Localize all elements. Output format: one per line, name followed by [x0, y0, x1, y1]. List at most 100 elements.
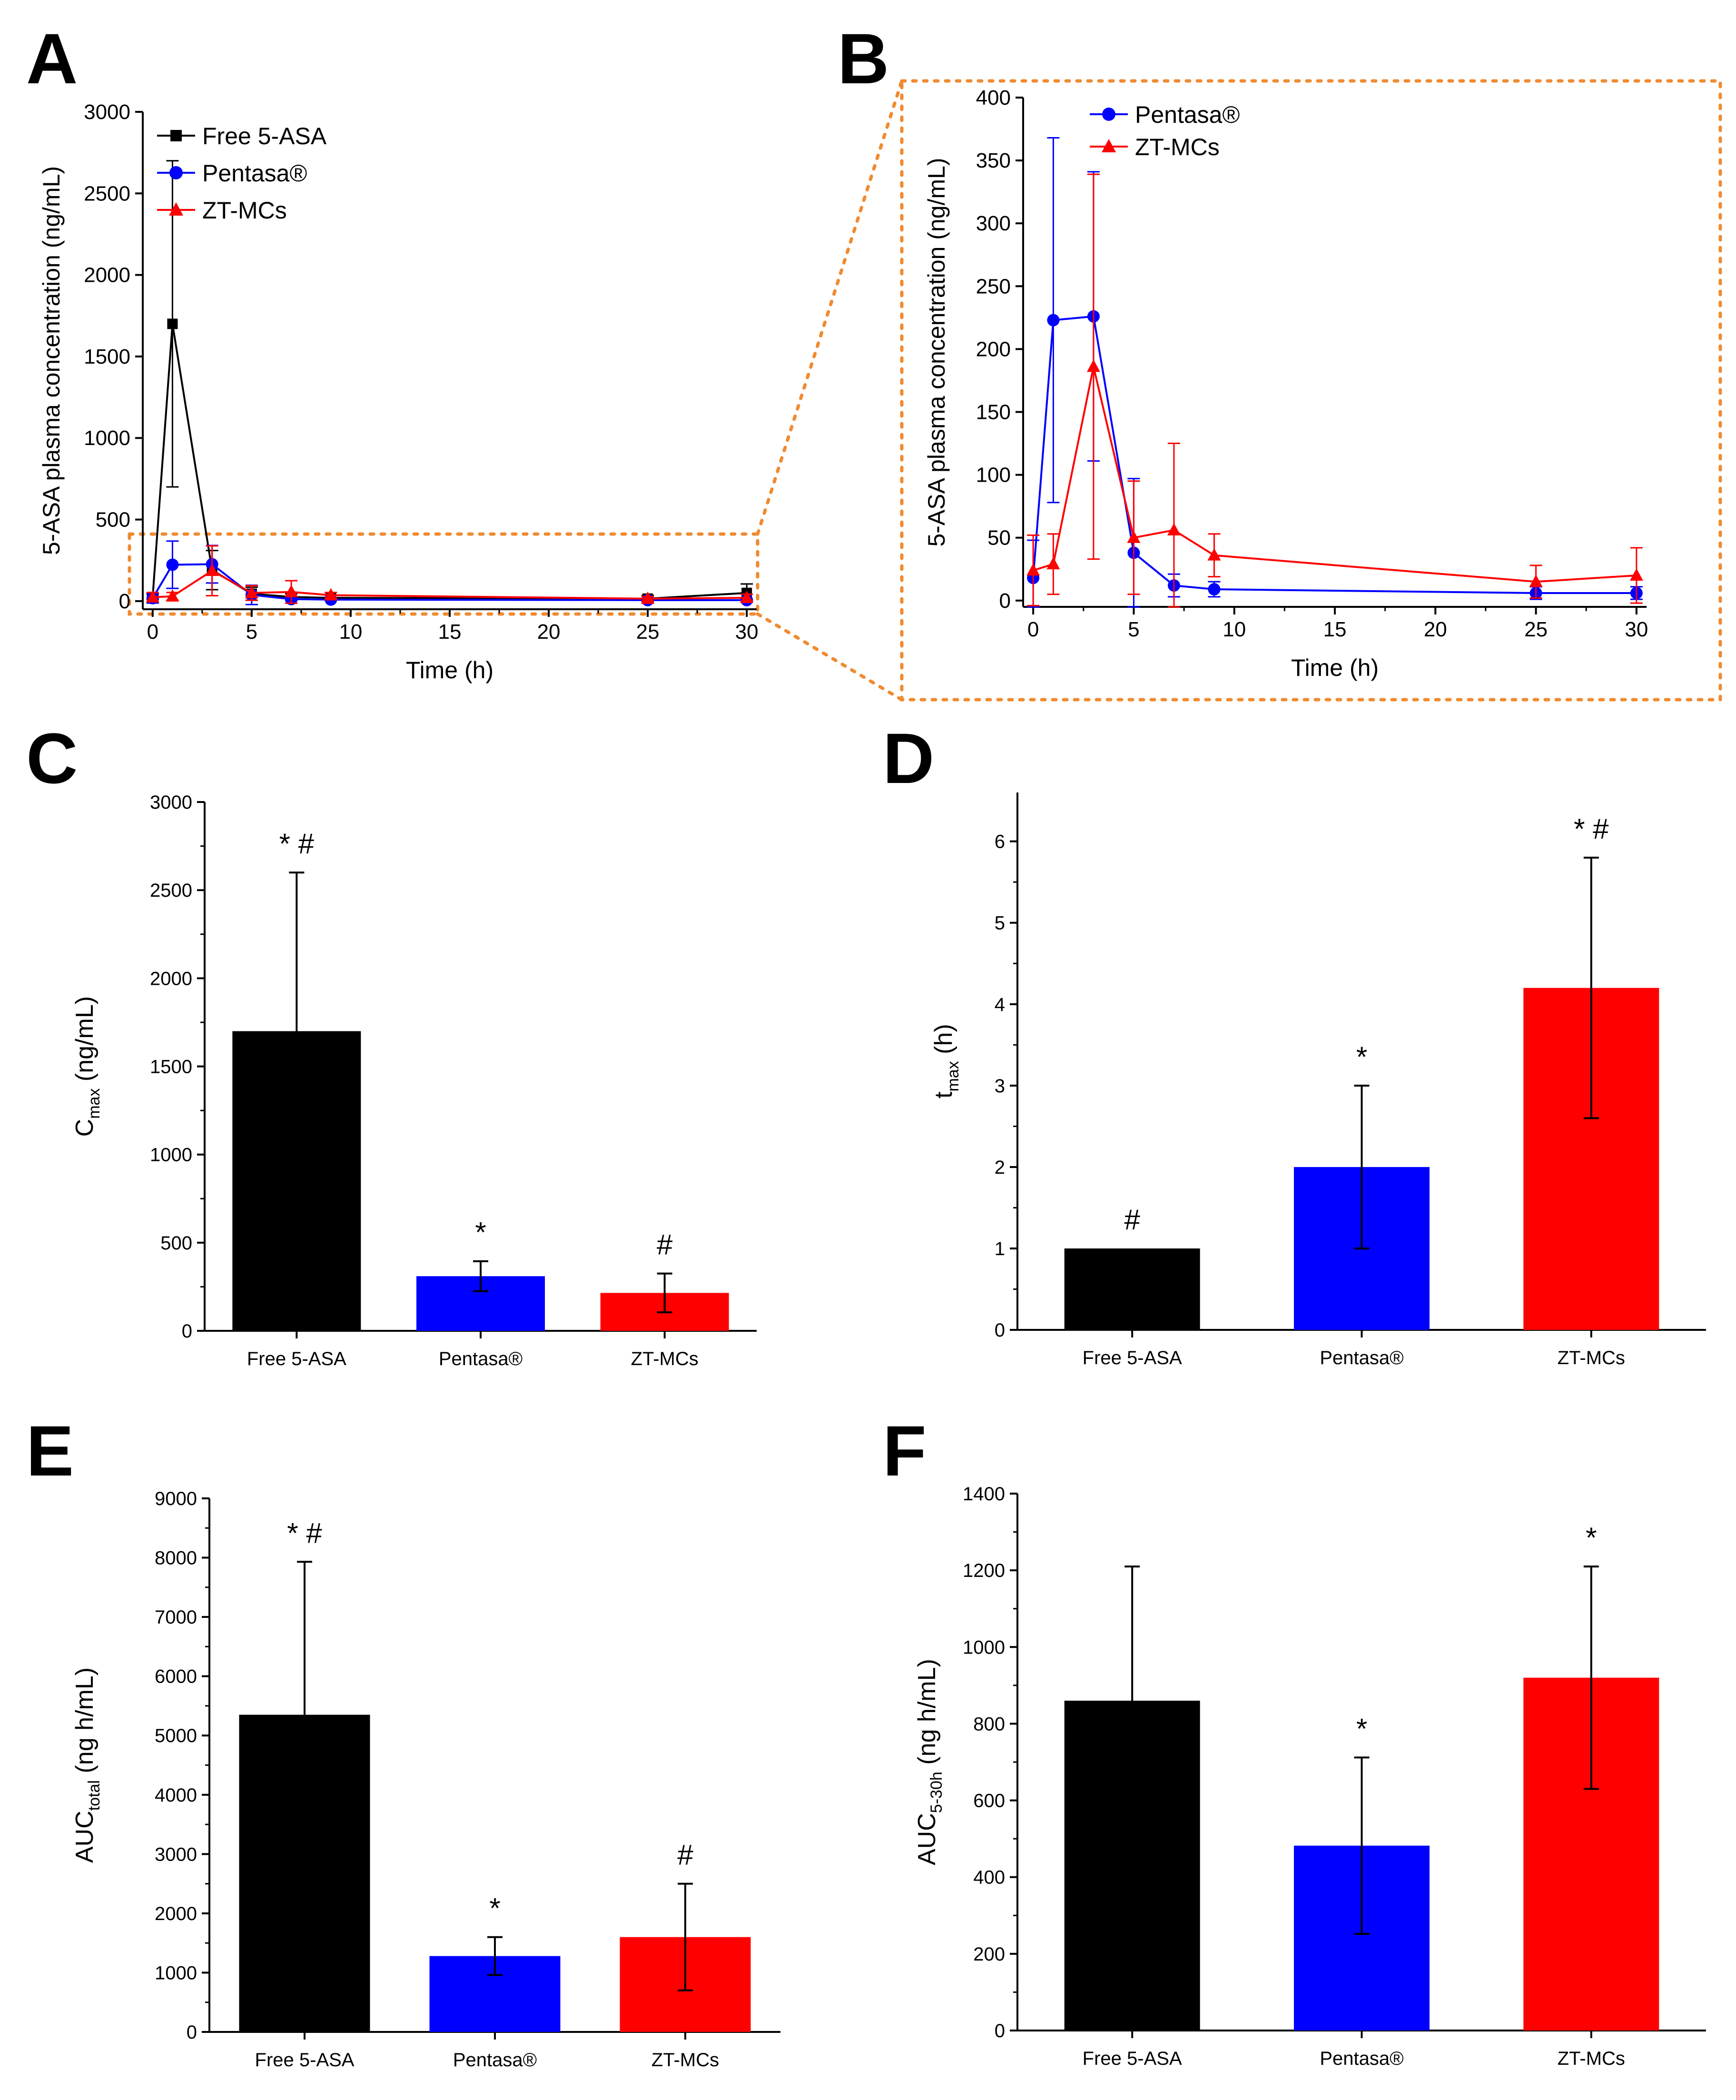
y-tick-label: 1 [995, 1238, 1005, 1259]
data-point [1086, 359, 1100, 372]
zoom-frame-box [900, 79, 1722, 702]
y-tick-label: 5000 [155, 1725, 197, 1746]
y-axis-label: AUCtotal (ng h/mL) [71, 1667, 103, 1863]
significance-annotation: # [677, 1839, 693, 1871]
y-tick-label: 4000 [155, 1785, 197, 1806]
x-tick-label: 5 [1128, 618, 1139, 641]
bar-free-5-asa [1064, 1248, 1200, 1330]
significance-annotation: * # [279, 828, 315, 860]
data-point [166, 589, 179, 602]
data-point [205, 564, 219, 576]
zoom-connector-top [756, 79, 904, 536]
x-tick-label: 10 [1223, 618, 1246, 641]
y-axis-label-subscript: max [944, 1061, 962, 1091]
x-tick-label: 25 [1524, 618, 1548, 641]
x-tick-label: 15 [1323, 618, 1347, 641]
panel-letter-d: D [883, 718, 934, 798]
panel-letter-b: B [838, 19, 889, 99]
y-tick-label: 1200 [963, 1560, 1005, 1581]
x-tick-label: 25 [636, 620, 660, 644]
legend-marker [1102, 139, 1116, 152]
data-point [167, 318, 178, 329]
y-axis-label-unit: (ng h/mL) [71, 1667, 99, 1780]
chart-panel-e: 0 1000 2000 3000 4000 5000 6000 7000 8000 9000 Fre… [71, 1488, 780, 2070]
y-tick-label: 3000 [150, 792, 192, 813]
legend-entry-zt-mcs: ZT-MCs [1090, 134, 1220, 160]
y-tick-label: 600 [973, 1791, 1005, 1812]
y-axis-label: 5-ASA plasma concentration (ng/mL) [38, 166, 65, 555]
y-tick-label: 0 [119, 590, 130, 613]
y-tick-label: 2000 [155, 1903, 197, 1924]
x-tick-label: 15 [438, 620, 462, 644]
panel-letter-c: C [26, 718, 78, 798]
y-tick-label: 800 [973, 1714, 1005, 1734]
y-tick-label: 1000 [155, 1962, 197, 1983]
legend-label: ZT-MCs [1135, 134, 1220, 160]
y-tick-label: 1000 [150, 1145, 192, 1166]
y-axis-label: 5-ASA plasma concentration (ng/mL) [923, 158, 950, 546]
legend-marker [1102, 108, 1115, 121]
y-tick-label: 6 [995, 832, 1005, 852]
x-tick-label: Pentasa® [1320, 2048, 1403, 2069]
y-axis-label-unit: (h) [930, 1024, 957, 1061]
chart-panel-b: 0 50 100 150 200 250 300 350 400 0 5 10 15 20 25 30 Time… [923, 86, 1648, 681]
y-tick-label: 200 [973, 1944, 1005, 1965]
y-tick-label: 2500 [84, 182, 130, 205]
significance-annotation: # [1124, 1204, 1140, 1236]
significance-annotation: * [1586, 1522, 1597, 1554]
x-tick-label: 20 [1424, 618, 1447, 641]
y-tick-label: 0 [995, 2021, 1005, 2041]
y-axis-label-main: AUC [71, 1811, 99, 1863]
y-tick-label: 0 [187, 2022, 197, 2043]
zoom-indicator [128, 79, 1722, 702]
legend-label: ZT-MCs [202, 197, 287, 224]
chart-panel-a: 0 500 1000 1500 2000 2500 3000 0 5 10 15 20 25 30 Time… [38, 100, 759, 683]
data-point [285, 584, 298, 597]
data-point [324, 588, 338, 601]
y-axis-label-unit: (ng h/mL) [913, 1659, 941, 1772]
x-tick-label: 5 [246, 620, 257, 644]
y-axis-label-unit: (ng/mL) [71, 996, 99, 1089]
y-tick-label: 0 [995, 1320, 1005, 1341]
y-tick-label: 1500 [150, 1057, 192, 1078]
series-line [152, 563, 747, 601]
x-axis-label: Time (h) [406, 657, 493, 683]
significance-annotation: # [657, 1229, 673, 1261]
y-tick-label: 300 [976, 212, 1011, 235]
y-tick-label: 9000 [155, 1488, 197, 1509]
y-axis-label-subscript: max [85, 1088, 103, 1119]
x-tick-label: 0 [147, 620, 158, 644]
y-tick-label: 2 [995, 1157, 1005, 1178]
y-tick-label: 400 [973, 1867, 1005, 1888]
legend-label: Pentasa® [202, 160, 307, 187]
x-tick-label: ZT-MCs [651, 2050, 719, 2070]
y-tick-label: 250 [976, 275, 1011, 298]
data-point [245, 585, 258, 598]
x-tick-label: 30 [735, 620, 759, 644]
y-axis-label-main: AUC [913, 1813, 941, 1865]
legend-entry-zt-mcs: ZT-MCs [157, 197, 287, 224]
data-point [1529, 575, 1543, 587]
data-point [166, 558, 179, 571]
legend-marker [169, 166, 183, 179]
data-point [1127, 530, 1141, 543]
y-tick-label: 3000 [155, 1844, 197, 1865]
panel-letter-f: F [883, 1411, 927, 1491]
x-tick-label: Free 5-ASA [247, 1348, 346, 1369]
y-tick-label: 7000 [155, 1607, 197, 1628]
significance-annotation: * [1356, 1041, 1367, 1073]
y-tick-label: 8000 [155, 1548, 197, 1569]
y-tick-label: 2000 [84, 264, 130, 287]
x-tick-label: Pentasa® [453, 2050, 537, 2070]
y-axis-label-main: t [930, 1091, 957, 1099]
data-point [1046, 557, 1060, 570]
significance-annotation: * # [1574, 813, 1609, 845]
legend-entry-pentasa: Pentasa® [1090, 101, 1240, 128]
y-axis-label: AUC5-30h (ng h/mL) [913, 1659, 946, 1865]
data-point [740, 591, 754, 604]
y-axis-label: Cmax (ng/mL) [71, 996, 103, 1137]
data-point [1167, 523, 1181, 535]
y-tick-label: 4 [995, 994, 1005, 1015]
y-tick-label: 50 [987, 526, 1011, 550]
legend-label: Pentasa® [1135, 101, 1240, 128]
